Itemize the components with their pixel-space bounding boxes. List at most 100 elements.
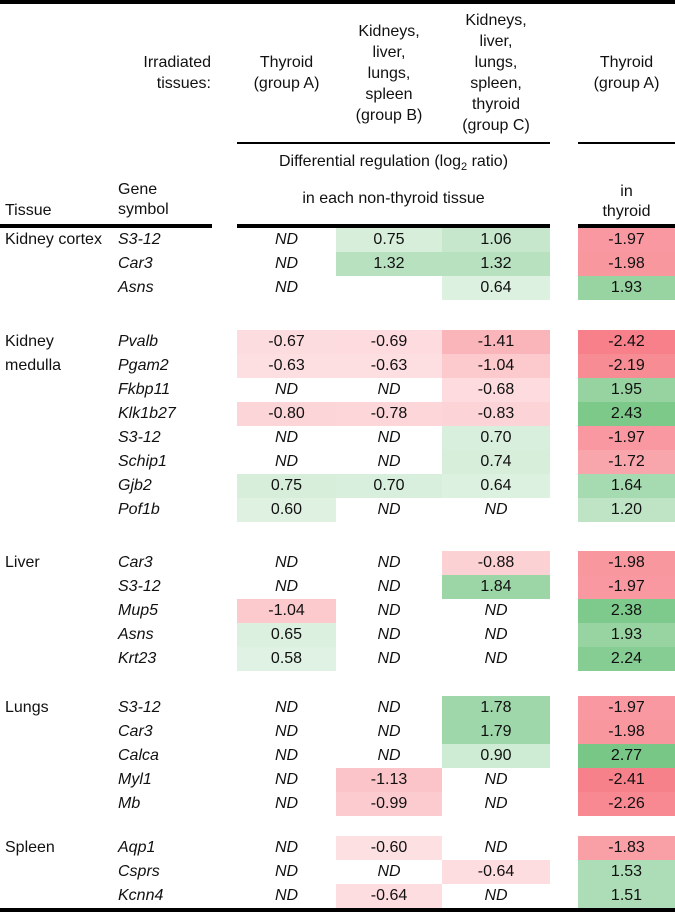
value-cell-group-a: -0.63 [237, 354, 336, 378]
value-cell-group-c-nd: ND [484, 887, 508, 904]
gene-symbol: Asns [118, 626, 154, 643]
value-cell-group-c: -1.04 [442, 354, 550, 378]
value-cell-group-a: 0.60 [237, 498, 336, 522]
gene-symbol: Csprs [118, 863, 160, 880]
value-cell-group-c: -0.68 [442, 378, 550, 402]
tissue-group: Liver Car3 ND ND -0.88 -1.98 S3-12 ND ND 1.84 -1.9… [0, 551, 675, 671]
tissue-column-header: Tissue [5, 202, 52, 219]
thick-rule-thyroid [578, 224, 675, 228]
value-cell-thyroid: 1.51 [578, 884, 675, 908]
value-cell-group-b: 0.70 [336, 474, 442, 498]
gene-row: S3-12 ND ND 1.78 -1.97 [0, 696, 675, 720]
column-gap-spacer [550, 450, 578, 474]
tissue-group: Kidney cortex S3-12 ND 0.75 1.06 -1.97 Car3 ND 1… [0, 228, 675, 300]
value-cell-group-a-nd: ND [274, 578, 299, 595]
gene-row: Schip1 ND ND 0.74 -1.72 [0, 450, 675, 474]
column-gap-spacer [550, 474, 578, 498]
value-cell-group-b-nd: ND [377, 453, 401, 470]
value-cell-group-c: 0.64 [442, 276, 550, 300]
gene-symbol: Gjb2 [118, 477, 152, 494]
irradiated-tissues-label: Irradiated tissues: [143, 54, 211, 92]
value-cell-group-b-nd: ND [377, 429, 401, 446]
table-body: Kidney cortex S3-12 ND 0.75 1.06 -1.97 Car3 ND 1… [0, 228, 675, 908]
value-cell-group-a-nd: ND [274, 863, 299, 880]
gene-row: S3-12 ND ND 1.84 -1.97 [0, 575, 675, 599]
table-header: Irradiated tissues: Thyroid (group A) Ki… [0, 4, 675, 228]
column-gap-spacer [550, 354, 578, 378]
tissue-column-spacer [0, 426, 112, 450]
tissue-column-spacer [0, 276, 112, 300]
value-cell-group-b-nd: ND [377, 381, 401, 398]
value-cell-group-a: -1.04 [237, 599, 336, 623]
log2-subscript: 2 [461, 161, 468, 174]
value-cell-group-a: -0.80 [237, 402, 336, 426]
column-gap-spacer [550, 744, 578, 768]
value-cell-group-b: -1.13 [336, 768, 442, 792]
value-cell-group-b-nd: ND [377, 650, 401, 667]
tissue-group: Spleen Aqp1 ND -0.60 ND -1.83 Csprs ND ND -0.64 1.… [0, 836, 675, 908]
gene-symbol: Asns [118, 279, 154, 296]
value-cell-group-b: -0.69 [336, 330, 442, 354]
value-cell-thyroid: 1.53 [578, 860, 675, 884]
value-cell-group-a-nd: ND [274, 747, 299, 764]
column-gap-spacer [550, 330, 578, 354]
tissue-column-spacer [0, 884, 112, 908]
value-cell-thyroid: 1.95 [578, 378, 675, 402]
gene-symbol: Aqp1 [118, 839, 156, 856]
value-cell-thyroid: 1.20 [578, 498, 675, 522]
tissue-column-spacer [0, 623, 112, 647]
gene-row: Klk1b27 -0.80 -0.78 -0.83 2.43 [0, 402, 675, 426]
tissue-column-spacer [0, 378, 112, 402]
tissue-column-spacer [0, 450, 112, 474]
gene-row: Aqp1 ND -0.60 ND -1.83 [0, 836, 675, 860]
thin-rule-nonthyroid [237, 142, 550, 144]
value-cell-group-a-nd: ND [274, 699, 299, 716]
value-cell-thyroid: 1.93 [578, 623, 675, 647]
value-cell-thyroid: -2.19 [578, 354, 675, 378]
column-gap-spacer [550, 276, 578, 300]
value-cell-thyroid: -2.26 [578, 792, 675, 816]
gene-symbol: S3-12 [118, 429, 161, 446]
gene-symbol: Klk1b27 [118, 405, 176, 422]
gene-row: Car3 ND ND 1.79 -1.98 [0, 720, 675, 744]
tissue-column-spacer [0, 720, 112, 744]
gene-symbol: Calca [118, 747, 159, 764]
value-cell-group-c: 0.70 [442, 426, 550, 450]
gene-row: Asns 0.65 ND ND 1.93 [0, 623, 675, 647]
column-gap-spacer [550, 792, 578, 816]
column-header-thyroid: Thyroid (group A) [593, 54, 660, 92]
tissue-column-spacer [0, 792, 112, 816]
value-cell-group-a-nd: ND [274, 887, 299, 904]
value-cell-group-b-nd: ND [377, 626, 401, 643]
diff-title-prefix: Differential regulation (log [278, 152, 461, 170]
value-cell-group-a-nd: ND [274, 839, 299, 856]
tissue-column-spacer [0, 498, 112, 522]
gene-row: S3-12 ND ND 0.70 -1.97 [0, 426, 675, 450]
tissue-label: Spleen [5, 839, 55, 856]
column-header-group-a: Thyroid (group A) [253, 54, 320, 92]
column-gap-spacer [550, 228, 578, 252]
value-cell-group-c: 1.06 [442, 228, 550, 252]
value-cell-group-a: 0.75 [237, 474, 336, 498]
tissue-column-spacer [0, 768, 112, 792]
gene-row: Car3 ND 1.32 1.32 -1.98 [0, 252, 675, 276]
value-cell-group-b-nd: ND [377, 578, 401, 595]
differential-regulation-title: Differential regulation (log2 ratio) [237, 145, 550, 173]
column-gap-spacer [550, 623, 578, 647]
value-cell-group-c: 0.74 [442, 450, 550, 474]
value-cell-thyroid: 2.24 [578, 647, 675, 671]
tissue-label: Lungs [5, 699, 49, 716]
value-cell-group-c-nd: ND [484, 602, 508, 619]
value-cell-thyroid: 1.93 [578, 276, 675, 300]
gene-symbol: Pgam2 [118, 357, 169, 374]
gene-row: Mup5 -1.04 ND ND 2.38 [0, 599, 675, 623]
gene-symbol: Pof1b [118, 501, 160, 518]
value-cell-group-a: 0.65 [237, 623, 336, 647]
value-cell-group-a-nd: ND [274, 453, 299, 470]
value-cell-thyroid: -1.72 [578, 450, 675, 474]
value-cell-group-c: -0.83 [442, 402, 550, 426]
gene-row: Pvalb -0.67 -0.69 -1.41 -2.42 [0, 330, 675, 354]
gene-symbol: Fkbp11 [118, 381, 171, 398]
tissue-label: Kidney cortex [5, 231, 102, 248]
value-cell-group-b-nd: ND [377, 723, 401, 740]
